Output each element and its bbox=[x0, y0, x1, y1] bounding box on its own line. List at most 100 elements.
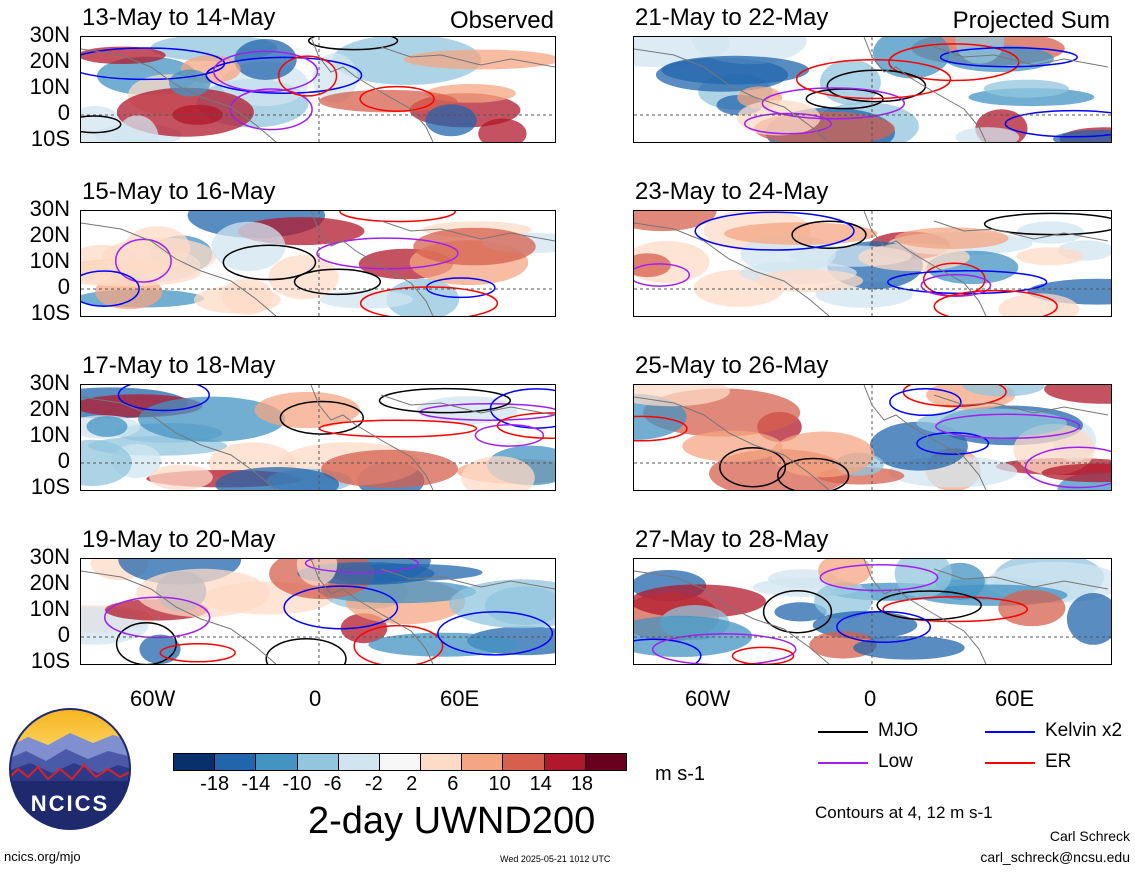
lat-label: 10S bbox=[30, 300, 70, 325]
wave-contour bbox=[882, 596, 1029, 623]
lat-label: 10S bbox=[30, 648, 70, 673]
wave-contour bbox=[316, 237, 459, 270]
anomaly-region bbox=[1053, 129, 1111, 142]
panel-title: 27-May to 28-May bbox=[635, 526, 829, 553]
colorbar-tick: -14 bbox=[241, 773, 271, 795]
coastline bbox=[634, 559, 1109, 664]
colorbar-swatch bbox=[173, 753, 216, 771]
wave-contour bbox=[889, 387, 962, 417]
anomaly-region bbox=[634, 615, 753, 657]
wave-contour bbox=[819, 563, 939, 592]
wave-contour bbox=[474, 423, 545, 447]
wave-contour bbox=[916, 432, 990, 455]
anomaly-region bbox=[425, 104, 477, 137]
colorbar-tick: -10 bbox=[282, 773, 312, 795]
map-panel bbox=[633, 210, 1112, 317]
colorbar-swatch bbox=[255, 753, 298, 771]
wave-contour bbox=[117, 385, 210, 412]
anomaly-region bbox=[403, 49, 555, 70]
contours-note: Contours at 4, 12 m s-1 bbox=[815, 803, 993, 822]
anomaly-region bbox=[268, 255, 339, 300]
wave-contour bbox=[777, 457, 850, 490]
legend-label-er: ER bbox=[1045, 751, 1072, 772]
colorbar-swatch bbox=[543, 753, 586, 771]
lat-label: 30N bbox=[29, 22, 70, 47]
wave-contour bbox=[920, 273, 992, 297]
anomaly-region bbox=[149, 464, 213, 490]
wave-contour bbox=[307, 37, 399, 51]
wave-contour bbox=[359, 85, 435, 112]
wave-contour bbox=[651, 633, 797, 664]
site-link[interactable]: ncics.org/mjo bbox=[4, 849, 81, 864]
wave-contour bbox=[103, 596, 211, 639]
coastline bbox=[634, 385, 1109, 490]
panel-title: 15-May to 16-May bbox=[82, 178, 276, 205]
anomaly-region bbox=[136, 568, 270, 618]
wave-contour bbox=[114, 238, 172, 283]
wave-contour bbox=[826, 69, 927, 103]
map-panel bbox=[80, 210, 556, 317]
wave-contour bbox=[212, 50, 319, 93]
anomaly-region bbox=[814, 582, 873, 619]
panel-title: 17-May to 18-May bbox=[82, 352, 276, 379]
wave-contour bbox=[939, 46, 1078, 68]
lat-label: 10N bbox=[29, 74, 70, 99]
colorbar-swatch bbox=[420, 753, 463, 771]
anomaly-region bbox=[724, 222, 878, 245]
anomaly-region bbox=[413, 227, 536, 266]
anomaly-region bbox=[983, 79, 1069, 98]
map-panel bbox=[633, 36, 1112, 143]
email: carl_schreck@ncsu.edu bbox=[980, 849, 1130, 865]
author: Carl Schreck bbox=[1049, 828, 1130, 844]
wave-contour bbox=[731, 646, 795, 664]
lat-label: 20N bbox=[29, 396, 70, 421]
wave-contour bbox=[81, 47, 226, 81]
lat-label: 10N bbox=[29, 596, 70, 621]
anomaly-region bbox=[318, 89, 458, 113]
anomaly-region bbox=[169, 69, 211, 97]
wave-contour bbox=[935, 413, 1081, 440]
anomaly-region bbox=[1066, 593, 1111, 645]
lon-label: 60E bbox=[995, 686, 1035, 711]
anomaly-region bbox=[1016, 247, 1084, 266]
panel-label: Observed bbox=[449, 7, 554, 34]
wave-contour bbox=[933, 289, 1058, 316]
wave-contour bbox=[378, 387, 512, 414]
anomaly-region bbox=[234, 39, 297, 80]
map-panel bbox=[80, 384, 556, 491]
wave-contour bbox=[489, 388, 555, 429]
lat-label: 10S bbox=[30, 126, 70, 151]
anomaly-region bbox=[1044, 385, 1111, 404]
anomaly-region bbox=[319, 290, 413, 309]
lat-label: 30N bbox=[29, 196, 70, 221]
anomaly-region bbox=[321, 449, 458, 488]
colorbar-swatch bbox=[378, 753, 422, 771]
coastline bbox=[81, 37, 555, 142]
anomaly-region bbox=[634, 253, 671, 278]
wave-contour bbox=[304, 559, 419, 574]
lat-label: 30N bbox=[29, 544, 70, 569]
panel-title: 25-May to 26-May bbox=[635, 352, 829, 379]
lon-label: 60W bbox=[130, 686, 176, 711]
wave-contour bbox=[1024, 446, 1111, 489]
wave-contour bbox=[743, 112, 832, 135]
coastline bbox=[81, 559, 555, 664]
lon-label: 0 bbox=[864, 686, 877, 711]
wave-contour bbox=[876, 590, 982, 621]
wave-contour bbox=[634, 638, 702, 664]
lat-label: 0 bbox=[57, 100, 70, 125]
colorbar-swatch bbox=[296, 753, 339, 771]
anomaly-region bbox=[894, 227, 1009, 249]
wave-contour bbox=[437, 611, 554, 656]
wave-contour bbox=[279, 400, 364, 435]
colorbar-swatch bbox=[502, 753, 545, 771]
anomaly-region bbox=[102, 237, 216, 276]
lat-label: 20N bbox=[29, 222, 70, 247]
colorbar-tick: 14 bbox=[529, 773, 552, 795]
panel-title: 13-May to 14-May bbox=[82, 4, 276, 31]
lon-label: 60E bbox=[440, 686, 480, 711]
wave-contour bbox=[887, 269, 1048, 295]
lat-label: 10N bbox=[29, 248, 70, 273]
legend-label-low: Low bbox=[878, 751, 913, 772]
panel-title: 23-May to 24-May bbox=[635, 178, 829, 205]
